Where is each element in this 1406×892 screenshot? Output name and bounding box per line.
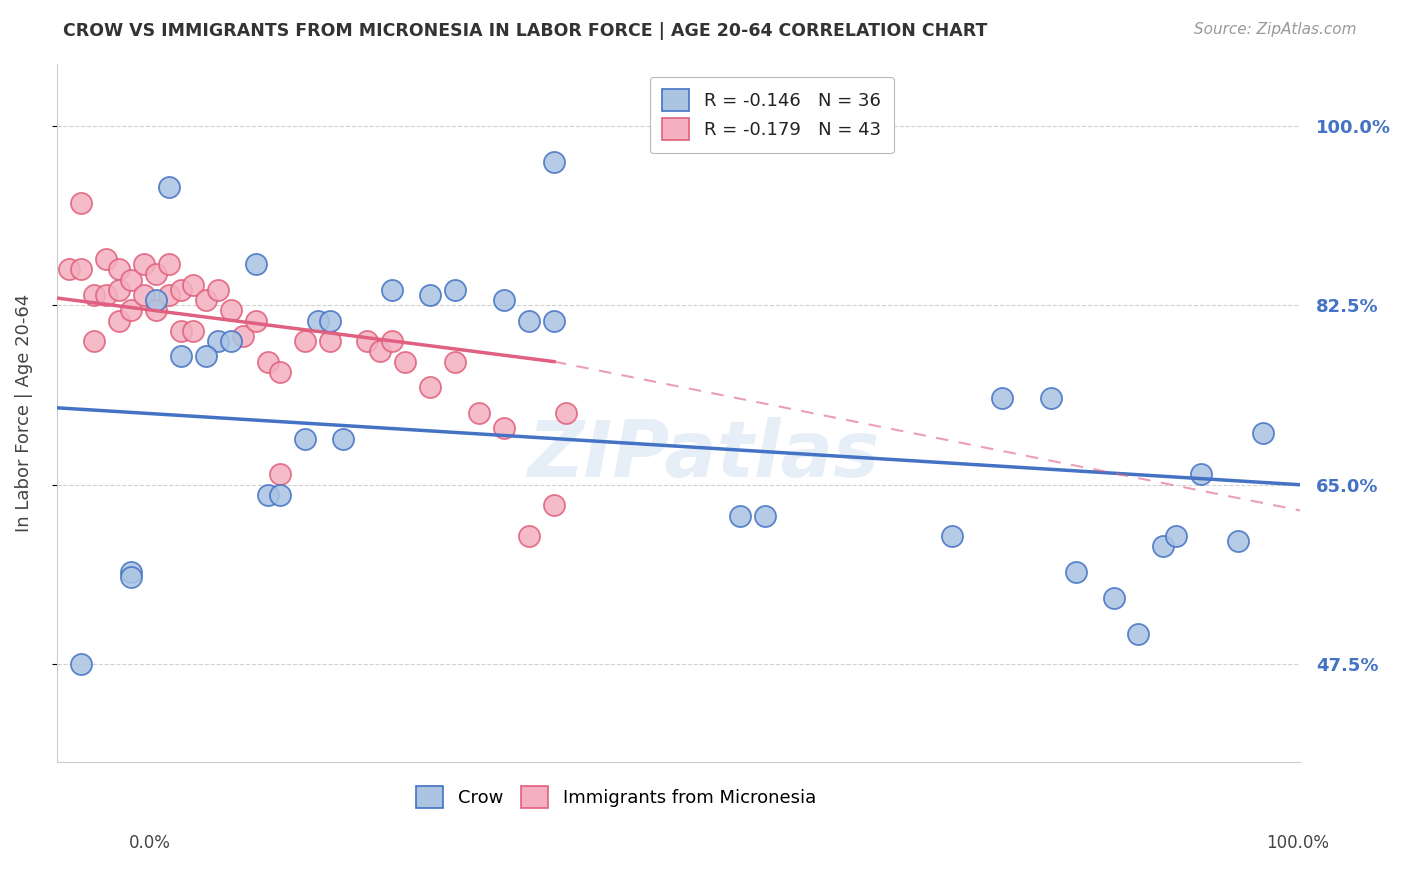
- Point: [332, 432, 354, 446]
- Point: [468, 406, 491, 420]
- Point: [543, 498, 565, 512]
- Point: [70, 262, 93, 277]
- Text: 100.0%: 100.0%: [1265, 834, 1329, 852]
- Point: [257, 354, 280, 368]
- Point: [730, 508, 752, 523]
- Point: [70, 657, 93, 672]
- Point: [132, 288, 155, 302]
- Point: [170, 350, 193, 364]
- Point: [107, 283, 129, 297]
- Point: [219, 334, 242, 348]
- Point: [381, 334, 404, 348]
- Point: [194, 350, 217, 364]
- Point: [394, 354, 416, 368]
- Point: [157, 180, 180, 194]
- Point: [356, 334, 378, 348]
- Point: [83, 288, 105, 302]
- Point: [120, 570, 142, 584]
- Point: [419, 288, 441, 302]
- Point: [990, 391, 1012, 405]
- Legend: Crow, Immigrants from Micronesia: Crow, Immigrants from Micronesia: [409, 779, 824, 815]
- Point: [319, 313, 342, 327]
- Point: [381, 283, 404, 297]
- Point: [107, 313, 129, 327]
- Point: [754, 508, 776, 523]
- Point: [96, 252, 118, 266]
- Point: [183, 277, 205, 292]
- Point: [120, 272, 142, 286]
- Point: [70, 195, 93, 210]
- Point: [157, 257, 180, 271]
- Point: [145, 268, 167, 282]
- Point: [1064, 565, 1087, 579]
- Point: [294, 432, 316, 446]
- Point: [1152, 539, 1174, 553]
- Text: 0.0%: 0.0%: [129, 834, 172, 852]
- Point: [58, 262, 80, 277]
- Point: [269, 365, 291, 379]
- Point: [368, 344, 391, 359]
- Point: [1189, 467, 1212, 482]
- Point: [1251, 426, 1274, 441]
- Point: [145, 303, 167, 318]
- Point: [207, 334, 229, 348]
- Point: [443, 354, 465, 368]
- Point: [219, 303, 242, 318]
- Text: Source: ZipAtlas.com: Source: ZipAtlas.com: [1194, 22, 1357, 37]
- Point: [443, 283, 465, 297]
- Text: CROW VS IMMIGRANTS FROM MICRONESIA IN LABOR FORCE | AGE 20-64 CORRELATION CHART: CROW VS IMMIGRANTS FROM MICRONESIA IN LA…: [63, 22, 987, 40]
- Point: [269, 467, 291, 482]
- Point: [194, 293, 217, 307]
- Point: [207, 283, 229, 297]
- Point: [157, 288, 180, 302]
- Point: [494, 293, 516, 307]
- Point: [245, 313, 267, 327]
- Point: [145, 293, 167, 307]
- Point: [257, 488, 280, 502]
- Point: [120, 303, 142, 318]
- Point: [170, 324, 193, 338]
- Point: [494, 421, 516, 435]
- Point: [294, 334, 316, 348]
- Point: [1164, 529, 1187, 543]
- Text: ZIPatlas: ZIPatlas: [527, 417, 879, 492]
- Point: [183, 324, 205, 338]
- Point: [1040, 391, 1063, 405]
- Point: [83, 334, 105, 348]
- Point: [517, 313, 540, 327]
- Point: [419, 380, 441, 394]
- Point: [555, 406, 578, 420]
- Point: [132, 257, 155, 271]
- Point: [1128, 626, 1150, 640]
- Point: [941, 529, 963, 543]
- Point: [269, 488, 291, 502]
- Point: [543, 313, 565, 327]
- Point: [1226, 534, 1249, 549]
- Point: [1102, 591, 1125, 605]
- Point: [319, 334, 342, 348]
- Point: [245, 257, 267, 271]
- Y-axis label: In Labor Force | Age 20-64: In Labor Force | Age 20-64: [15, 293, 32, 532]
- Point: [96, 288, 118, 302]
- Point: [543, 154, 565, 169]
- Point: [307, 313, 329, 327]
- Point: [107, 262, 129, 277]
- Point: [232, 329, 254, 343]
- Point: [120, 565, 142, 579]
- Point: [517, 529, 540, 543]
- Point: [170, 283, 193, 297]
